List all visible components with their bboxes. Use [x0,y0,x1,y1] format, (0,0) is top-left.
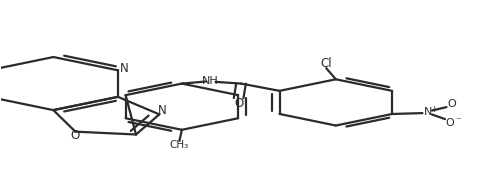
Text: Cl: Cl [320,57,332,70]
Text: NH: NH [201,76,218,86]
Text: N: N [120,62,129,76]
Text: O: O [447,99,455,109]
Text: N: N [424,107,432,117]
Text: O: O [234,97,243,110]
Text: O: O [445,117,454,128]
Text: +: + [430,105,438,114]
Text: ⁻: ⁻ [455,117,461,127]
Text: O: O [71,129,80,143]
Text: N: N [157,104,166,117]
Text: CH₃: CH₃ [170,140,189,150]
